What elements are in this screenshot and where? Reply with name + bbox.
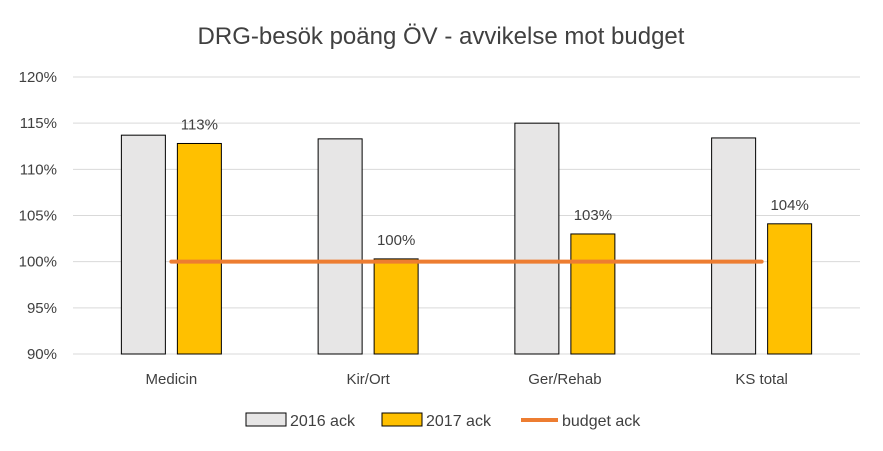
y-tick-label: 110%	[20, 161, 57, 178]
y-tick-label: 105%	[19, 208, 57, 225]
legend-swatch	[381, 412, 423, 427]
legend-label: 2016 ack	[290, 413, 356, 430]
x-tick-label: KS total	[735, 371, 788, 388]
y-tick-label: 90%	[27, 346, 57, 363]
legend-label: 2017 ack	[426, 413, 492, 430]
data-label: 103%	[574, 207, 612, 224]
x-tick-label: Kir/Ort	[346, 371, 390, 388]
chart-title: DRG-besök poäng ÖV - avvikelse mot budge…	[198, 23, 685, 50]
data-label: 100%	[377, 232, 415, 249]
bar	[711, 137, 757, 355]
bars	[120, 122, 813, 355]
bar	[570, 233, 616, 355]
y-tick-label: 120%	[19, 69, 57, 86]
legend-label: budget ack	[562, 413, 641, 430]
bar	[120, 134, 166, 355]
data-labels: 113% 100% 103% 104%	[181, 116, 809, 248]
bar	[317, 138, 363, 355]
x-axis: Medicin Kir/Ort Ger/Rehab KS total	[146, 371, 788, 388]
x-tick-label: Medicin	[146, 371, 198, 388]
bar	[176, 142, 222, 355]
bar	[514, 122, 560, 355]
legend: 2016 ack 2017 ack budget ack	[245, 412, 641, 430]
y-tick-label: 115%	[20, 115, 57, 132]
y-axis: 90% 95% 100% 105% 110% 115% 120%	[19, 69, 57, 363]
data-label: 104%	[770, 197, 808, 214]
x-tick-label: Ger/Rehab	[528, 371, 601, 388]
y-tick-label: 100%	[19, 254, 57, 271]
y-tick-label: 95%	[27, 300, 57, 317]
data-label: 113%	[181, 116, 218, 133]
bar	[767, 223, 813, 355]
bar	[373, 258, 419, 355]
legend-swatch	[245, 412, 287, 427]
